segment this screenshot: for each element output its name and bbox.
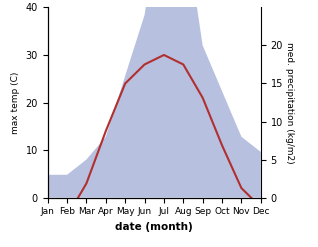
Y-axis label: med. precipitation (kg/m2): med. precipitation (kg/m2) xyxy=(285,42,294,163)
X-axis label: date (month): date (month) xyxy=(115,222,193,232)
Y-axis label: max temp (C): max temp (C) xyxy=(11,71,20,134)
